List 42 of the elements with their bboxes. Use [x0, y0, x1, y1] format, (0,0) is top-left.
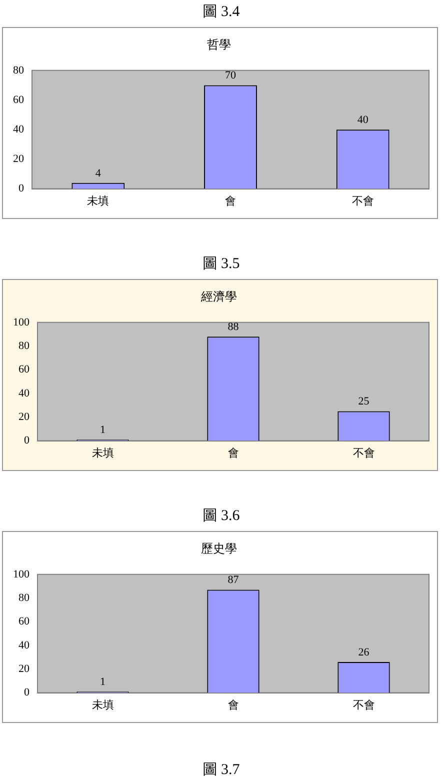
y-tick-label: 20: [18, 411, 30, 424]
y-tick-label: 40: [13, 123, 24, 136]
x-tick-label: 會: [228, 698, 239, 712]
y-tick-label: 100: [13, 316, 30, 328]
chart-title: 歷史學: [201, 541, 237, 556]
chart-title: 哲學: [207, 37, 231, 52]
x-tick-label: 未填: [92, 446, 114, 460]
caption: 圖 3.5: [201, 255, 241, 274]
y-tick-label: 20: [18, 663, 30, 676]
x-tick-label: 會: [225, 194, 236, 208]
data-label: 70: [225, 70, 236, 82]
data-label: 87: [228, 574, 240, 586]
y-tick-label: 40: [18, 639, 30, 652]
caption: 圖 3.7: [201, 761, 241, 780]
x-tick-label: 會: [228, 446, 239, 460]
x-tick-label: 未填: [92, 698, 114, 712]
y-tick-label: 100: [13, 568, 30, 580]
data-label: 25: [358, 396, 370, 408]
chart-title: 經濟學: [200, 289, 237, 304]
data-label: 1: [100, 676, 106, 688]
y-tick-label: 60: [18, 364, 30, 376]
y-tick-label: 40: [18, 387, 30, 400]
y-tick-label: 60: [13, 94, 24, 106]
y-tick-label: 80: [13, 64, 24, 76]
y-tick-label: 0: [24, 686, 30, 699]
data-label: 26: [358, 646, 370, 658]
y-tick-label: 80: [18, 340, 30, 352]
data-label: 1: [100, 424, 106, 436]
y-tick-label: 80: [18, 592, 30, 604]
caption: 圖 3.6: [201, 507, 241, 526]
x-tick-label: 未填: [87, 194, 110, 208]
data-label: 40: [357, 114, 369, 126]
caption: 圖 3.4: [201, 3, 241, 22]
data-label: 4: [95, 167, 102, 180]
y-tick-label: 0: [18, 182, 24, 195]
x-tick-label: 不會: [352, 446, 375, 460]
y-tick-label: 20: [13, 153, 24, 166]
x-tick-label: 不會: [352, 698, 375, 712]
x-tick-label: 不會: [352, 194, 374, 208]
y-tick-label: 0: [24, 434, 30, 447]
data-label: 88: [228, 321, 240, 333]
y-tick-label: 60: [18, 616, 30, 628]
